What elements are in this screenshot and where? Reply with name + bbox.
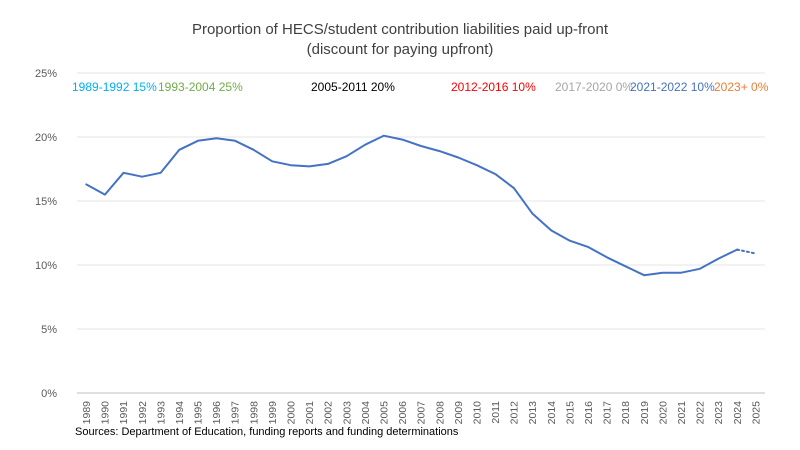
annotation-2023-plus: 2023+ 0% [714, 80, 768, 94]
annotation-rate: 10% [690, 80, 715, 94]
x-tick-label: 2006 [397, 401, 409, 425]
x-tick-label: 2011 [490, 401, 502, 424]
x-tick-label: 1995 [193, 401, 205, 425]
x-tick-label: 2002 [323, 401, 335, 425]
x-tick-label: 2016 [583, 401, 595, 425]
annotation-period: 2005-2011 [311, 80, 368, 94]
annotation-rate: 20% [370, 80, 395, 94]
x-tick-label: 2008 [434, 401, 446, 425]
annotation-rate: 0% [751, 80, 769, 94]
annotation-rate: 0% [615, 80, 634, 94]
annotation-rate: 10% [511, 80, 536, 94]
source-note: Sources: Department of Education, fundin… [75, 426, 459, 438]
y-tick-label: 10% [35, 260, 57, 272]
x-tick-label: 2004 [360, 401, 372, 425]
annotation-2017-2020: 2017-2020 0% [555, 80, 633, 94]
x-tick-label: 2012 [509, 401, 521, 425]
x-tick-label: 2021 [676, 401, 688, 425]
x-tick-label: 2018 [620, 401, 632, 425]
x-tick-label: 2019 [639, 401, 651, 425]
x-tick-label: 1989 [81, 401, 93, 425]
x-tick-label: 2014 [546, 401, 558, 425]
annotation-period: 2017-2020 [555, 80, 613, 94]
y-tick-label: 15% [35, 196, 57, 208]
x-tick-label: 2017 [602, 401, 614, 425]
x-tick-label: 2001 [304, 401, 316, 425]
y-tick-label: 0% [41, 388, 57, 400]
x-tick-label: 1991 [118, 401, 130, 425]
annotation-period: 2023+ [714, 80, 748, 94]
x-tick-label: 2024 [732, 401, 744, 425]
x-tick-label: 2023 [713, 401, 725, 425]
x-tick-label: 1999 [267, 401, 279, 425]
annotation-period: 1989-1992 [72, 80, 130, 94]
annotation-period: 2012-2016 [451, 80, 509, 94]
y-tick-label: 25% [35, 68, 57, 80]
x-tick-label: 2007 [416, 401, 428, 425]
series-projection-line [736, 248, 757, 255]
annotation-2021-2022: 2021-2022 10% [630, 80, 715, 94]
x-tick-label: 2022 [695, 401, 707, 425]
x-tick-label: 1996 [211, 401, 223, 425]
annotation-2005-2011: 2005-2011 20% [311, 80, 395, 94]
y-tick-label: 20% [35, 132, 57, 144]
series-line [85, 134, 739, 277]
annotation-period: 1993-2004 [158, 80, 216, 94]
x-tick-label: 2025 [750, 401, 762, 425]
x-tick-label: 1990 [100, 401, 112, 425]
x-tick-label: 2013 [527, 401, 539, 425]
x-tick-label: 2005 [378, 401, 390, 425]
chart-title: Proportion of HECS/student contribution … [191, 21, 609, 38]
annotation-1989-1992: 1989-1992 15% [72, 80, 157, 94]
annotation-rate: 15% [132, 80, 157, 94]
x-tick-label: 2020 [657, 401, 669, 425]
annotation-1993-2004: 1993-2004 25% [158, 80, 243, 94]
annotation-2012-2016: 2012-2016 10% [451, 80, 536, 94]
y-tick-label: 5% [41, 324, 57, 336]
annotation-period: 2021-2022 [630, 80, 688, 94]
x-tick-label: 1998 [248, 401, 260, 425]
chart-subtitle: (discount for paying upfront) [306, 41, 494, 58]
x-tick-label: 2009 [453, 401, 465, 425]
x-tick-label: 1992 [137, 401, 149, 425]
x-tick-label: 2015 [564, 401, 576, 425]
annotation-rate: 25% [218, 80, 243, 94]
x-tick-label: 2010 [471, 401, 483, 425]
x-tick-label: 2000 [286, 401, 298, 425]
x-tick-label: 2003 [341, 401, 353, 425]
x-tick-label: 1997 [230, 401, 242, 425]
x-tick-label: 1994 [174, 401, 186, 425]
x-tick-label: 1993 [155, 401, 167, 425]
